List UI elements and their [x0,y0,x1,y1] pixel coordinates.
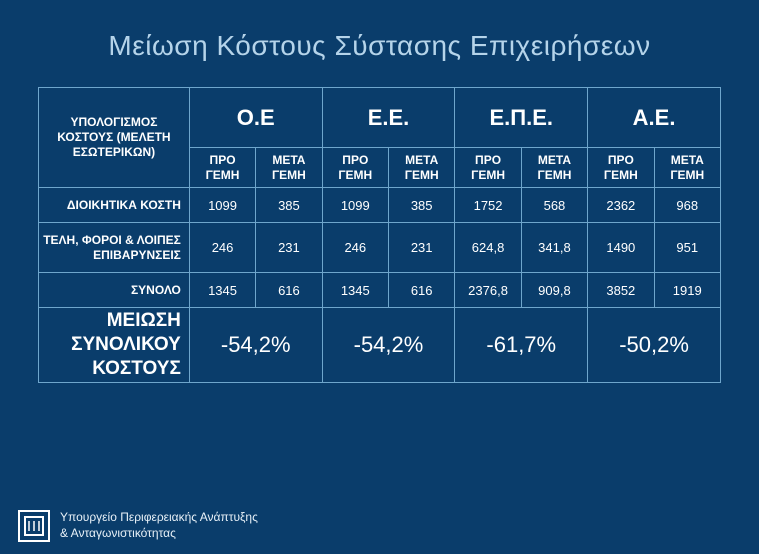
cell: 616 [256,273,322,308]
group-header-1: Ε.Ε. [322,88,455,148]
cell: 2376,8 [455,273,521,308]
cell: 385 [256,188,322,223]
table-row: ΔΙΟΙΚΗΤΙΚΑ ΚΟΣΤΗ 1099 385 1099 385 1752 … [39,188,721,223]
cell: 1099 [322,188,388,223]
cell: 1752 [455,188,521,223]
sub-before-2: ΠΡΟ ΓΕΜΗ [455,148,521,188]
cell: 1919 [654,273,720,308]
reduction-row: ΜΕΙΩΣΗ ΣΥΝΟΛΙΚΟΥ ΚΟΣΤΟΥΣ -54,2% -54,2% -… [39,308,721,383]
sub-after-3: ΜΕΤΑ ΓΕΜΗ [654,148,720,188]
cell: 1345 [189,273,255,308]
footer-line1: Υπουργείο Περιφερειακής Ανάπτυξης [60,510,258,526]
cell: 951 [654,223,720,273]
table-row: ΤΕΛΗ, ΦΟΡΟΙ & ΛΟΙΠΕΣ ΕΠΙΒΑΡΥΝΣΕΙΣ 246 23… [39,223,721,273]
row-label-0: ΔΙΟΙΚΗΤΙΚΑ ΚΟΣΤΗ [39,188,190,223]
group-header-2: Ε.Π.Ε. [455,88,588,148]
cell: 231 [256,223,322,273]
sub-after-0: ΜΕΤΑ ΓΕΜΗ [256,148,322,188]
sub-before-3: ΠΡΟ ΓΕΜΗ [588,148,654,188]
footer-text: Υπουργείο Περιφερειακής Ανάπτυξης & Αντα… [60,510,258,541]
cell: 1345 [322,273,388,308]
cost-table: ΥΠΟΛΟΓΙΣΜΟΣ ΚΟΣΤΟΥΣ (ΜΕΛΕΤΗ ΕΣΩΤΕΡΙΚΩΝ) … [38,87,721,383]
cell: 385 [388,188,454,223]
ministry-logo-icon [18,510,50,542]
sub-before-1: ΠΡΟ ΓΕΜΗ [322,148,388,188]
reduction-3: -50,2% [588,308,721,383]
cell: 624,8 [455,223,521,273]
footer: Υπουργείο Περιφερειακής Ανάπτυξης & Αντα… [18,510,258,542]
cost-table-container: ΥΠΟΛΟΓΙΣΜΟΣ ΚΟΣΤΟΥΣ (ΜΕΛΕΤΗ ΕΣΩΤΕΡΙΚΩΝ) … [0,87,759,383]
cell: 568 [521,188,587,223]
cell: 616 [388,273,454,308]
reduction-2: -61,7% [455,308,588,383]
cell: 231 [388,223,454,273]
first-header: ΥΠΟΛΟΓΙΣΜΟΣ ΚΟΣΤΟΥΣ (ΜΕΛΕΤΗ ΕΣΩΤΕΡΙΚΩΝ) [39,88,190,188]
cell: 3852 [588,273,654,308]
cell: 341,8 [521,223,587,273]
cell: 246 [189,223,255,273]
sub-before-0: ΠΡΟ ΓΕΜΗ [189,148,255,188]
page-title: Μείωση Κόστους Σύστασης Επιχειρήσεων [0,0,759,87]
group-header-3: Α.Ε. [588,88,721,148]
reduction-0: -54,2% [189,308,322,383]
table-row: ΣΥΝΟΛΟ 1345 616 1345 616 2376,8 909,8 38… [39,273,721,308]
cell: 909,8 [521,273,587,308]
row-label-1: ΤΕΛΗ, ΦΟΡΟΙ & ΛΟΙΠΕΣ ΕΠΙΒΑΡΥΝΣΕΙΣ [39,223,190,273]
sub-after-1: ΜΕΤΑ ΓΕΜΗ [388,148,454,188]
cell: 246 [322,223,388,273]
row-label-2: ΣΥΝΟΛΟ [39,273,190,308]
header-row-groups: ΥΠΟΛΟΓΙΣΜΟΣ ΚΟΣΤΟΥΣ (ΜΕΛΕΤΗ ΕΣΩΤΕΡΙΚΩΝ) … [39,88,721,148]
cell: 1490 [588,223,654,273]
footer-line2: & Ανταγωνιστικότητας [60,526,258,542]
cell: 968 [654,188,720,223]
sub-after-2: ΜΕΤΑ ΓΕΜΗ [521,148,587,188]
reduction-label: ΜΕΙΩΣΗ ΣΥΝΟΛΙΚΟΥ ΚΟΣΤΟΥΣ [39,308,190,383]
reduction-1: -54,2% [322,308,455,383]
cell: 1099 [189,188,255,223]
cell: 2362 [588,188,654,223]
group-header-0: Ο.Ε [189,88,322,148]
